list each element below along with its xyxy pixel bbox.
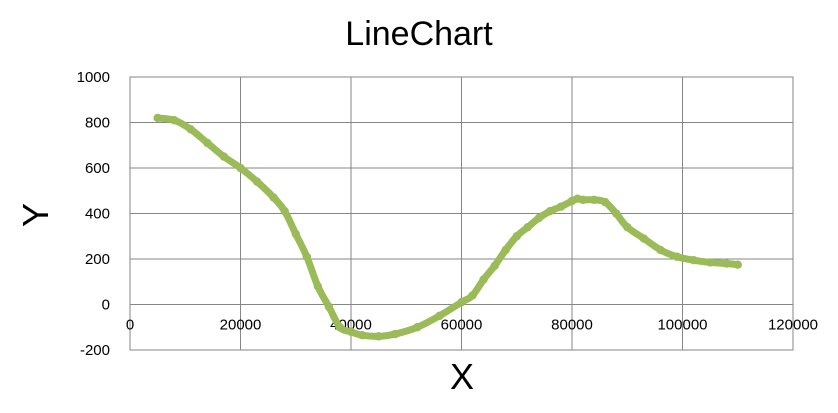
x-axis-title: X [450, 356, 474, 397]
data-point [435, 311, 444, 321]
data-point [391, 329, 400, 339]
x-tick-label: 0 [126, 317, 134, 334]
data-point [545, 207, 555, 216]
data-point [291, 229, 300, 239]
data-point [335, 323, 345, 332]
data-point [153, 113, 162, 123]
chart-title: LineChart [345, 15, 493, 53]
data-point [733, 260, 742, 269]
data-point [186, 125, 195, 134]
data-point [457, 298, 466, 307]
data-point [705, 258, 715, 267]
data-point [357, 331, 367, 340]
tick-labels: 0 20000 40000 60000 80000 100000 120000-200020… [77, 69, 818, 359]
grid [129, 76, 794, 351]
series [153, 113, 742, 341]
data-point [556, 202, 566, 211]
data-point [578, 195, 588, 205]
data-point [413, 323, 422, 332]
data-point [600, 197, 610, 207]
data-point [534, 213, 544, 223]
y-tick-label: 200 [85, 251, 110, 268]
data-point [612, 209, 621, 218]
x-tick-label: 100000 [657, 317, 707, 334]
data-point [490, 261, 499, 271]
data-point [346, 327, 356, 336]
series-line [154, 114, 742, 340]
y-tick-label: 800 [85, 115, 110, 132]
data-point [203, 138, 212, 148]
data-point [512, 232, 521, 241]
x-tick-label: 80000 [551, 317, 593, 334]
y-tick-label: -200 [80, 342, 110, 359]
y-axis-title: Y [15, 203, 56, 227]
data-point [252, 177, 262, 186]
x-tick-label: 20000 [220, 317, 262, 334]
data-point [656, 245, 665, 255]
data-point [479, 275, 488, 284]
data-point [623, 222, 632, 232]
data-point [672, 252, 682, 261]
data-point [302, 252, 311, 261]
y-tick-label: 400 [85, 206, 110, 223]
data-point [589, 195, 599, 205]
data-point [468, 291, 477, 300]
data-point [374, 332, 383, 341]
data-point [324, 302, 334, 311]
data-point [269, 193, 278, 202]
x-tick-label: 120000 [768, 317, 818, 334]
data-point [170, 116, 179, 125]
data-point [639, 234, 649, 243]
data-point [313, 282, 323, 291]
data-point [501, 245, 510, 255]
data-point [219, 152, 229, 161]
data-point [523, 222, 532, 232]
plot-area-frame [129, 76, 794, 351]
data-point [236, 163, 245, 173]
x-tick-label: 60000 [441, 317, 483, 334]
data-point [722, 259, 731, 268]
data-point [280, 207, 289, 216]
y-tick-label: 0 [102, 297, 110, 314]
y-tick-label: 1000 [77, 69, 110, 86]
y-tick-label: 600 [85, 160, 110, 177]
data-point [689, 255, 698, 265]
